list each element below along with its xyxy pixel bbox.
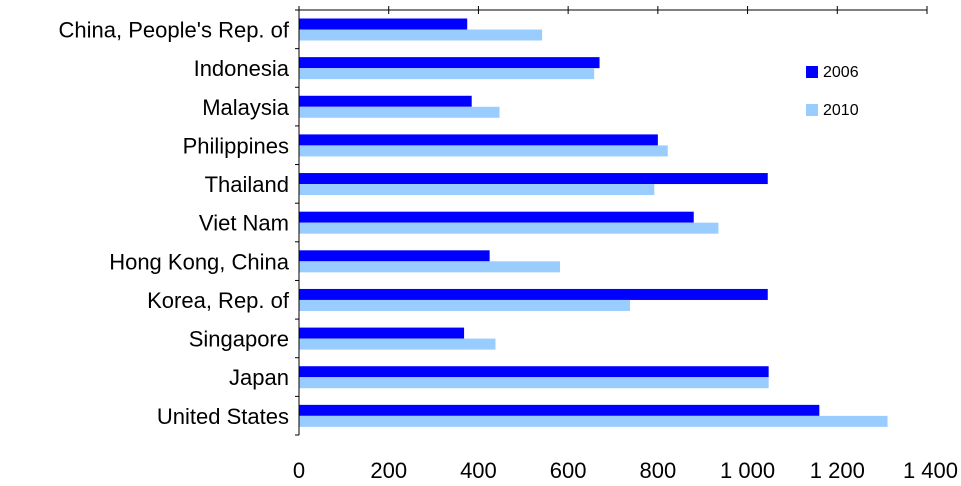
bars-group xyxy=(299,18,888,427)
legend: 2006 2010 xyxy=(806,64,859,119)
x-tick-label: 600 xyxy=(550,458,587,483)
category-label: Philippines xyxy=(183,133,289,158)
legend-label-2010: 2010 xyxy=(823,102,859,119)
bar-malaysia-2006 xyxy=(299,95,472,107)
legend-label-2006: 2006 xyxy=(823,64,859,81)
bar-philippines-2010 xyxy=(299,145,668,157)
bar-indonesia-2006 xyxy=(299,57,600,69)
bar-thailand-2010 xyxy=(299,184,655,196)
bar-united-states-2006 xyxy=(299,404,820,416)
bar-hong-kong-china-2010 xyxy=(299,261,561,273)
bar-thailand-2006 xyxy=(299,173,768,185)
axes-group xyxy=(295,6,928,436)
x-tick-label: 1 400 xyxy=(903,458,958,483)
x-tick-label: 1 000 xyxy=(720,458,775,483)
bar-hong-kong-china-2006 xyxy=(299,250,490,262)
category-label: Indonesia xyxy=(194,56,290,81)
bar-malaysia-2010 xyxy=(299,106,500,118)
bar-korea-rep-of-2010 xyxy=(299,299,631,311)
x-tick-label: 200 xyxy=(370,458,407,483)
bar-china-people-s-rep-of-2010 xyxy=(299,29,543,41)
category-label: Hong Kong, China xyxy=(109,249,290,274)
category-label: United States xyxy=(157,404,289,429)
bar-china-people-s-rep-of-2006 xyxy=(299,18,468,30)
bar-singapore-2006 xyxy=(299,327,465,339)
x-tick-labels: 0 200 400 600 800 1 000 1 200 1 400 xyxy=(293,458,958,483)
category-labels: China, People's Rep. of Indonesia Malaysia… xyxy=(59,18,290,429)
bar-viet-nam-2010 xyxy=(299,222,719,234)
bar-singapore-2010 xyxy=(299,338,496,350)
category-label: Viet Nam xyxy=(199,211,289,236)
legend-swatch-2006 xyxy=(806,66,818,78)
category-label: Thailand xyxy=(205,172,289,197)
category-label: China, People's Rep. of xyxy=(59,18,290,43)
x-tick-label: 800 xyxy=(639,458,676,483)
bar-japan-2006 xyxy=(299,366,769,378)
bar-korea-rep-of-2006 xyxy=(299,288,768,300)
legend-swatch-2010 xyxy=(806,104,818,116)
x-tick-label: 0 xyxy=(293,458,305,483)
category-label: Malaysia xyxy=(202,95,290,120)
bar-indonesia-2010 xyxy=(299,68,595,80)
category-label: Singapore xyxy=(189,327,289,352)
category-label: Japan xyxy=(229,365,289,390)
x-tick-label: 400 xyxy=(460,458,497,483)
bar-united-states-2010 xyxy=(299,415,888,427)
x-tick-label: 1 200 xyxy=(810,458,865,483)
bar-japan-2010 xyxy=(299,377,769,389)
category-label: Korea, Rep. of xyxy=(147,288,290,313)
bar-viet-nam-2006 xyxy=(299,211,694,223)
bar-philippines-2006 xyxy=(299,134,658,146)
